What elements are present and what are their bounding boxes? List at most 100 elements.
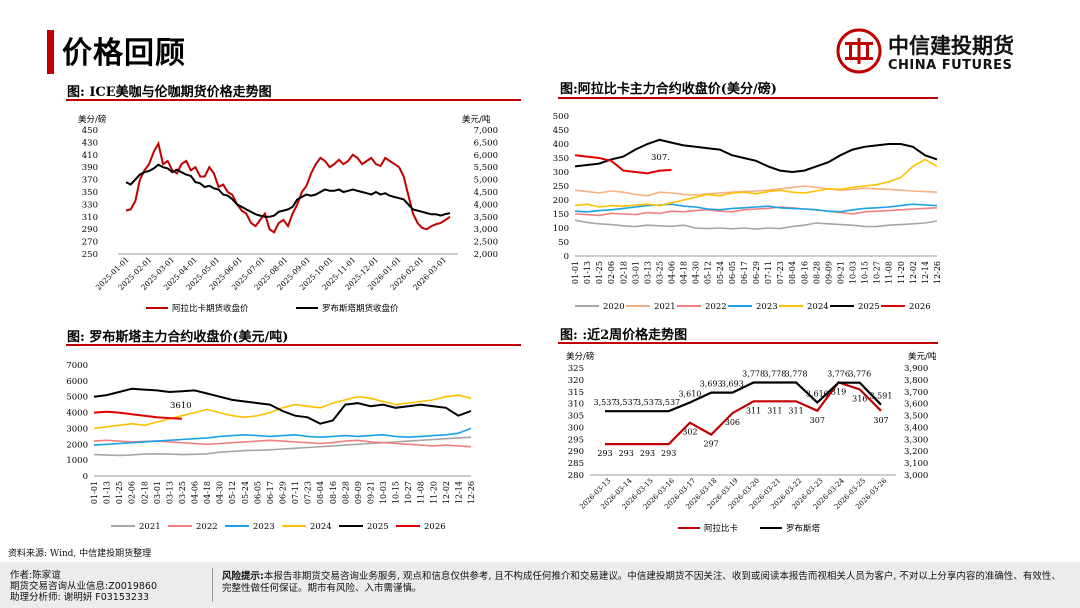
source-note: 资料来源: Wind, 中信建投期货整理 [8,549,152,559]
y-tick: 0 [83,472,88,482]
y-tick-left: 410 [82,151,98,161]
data-label: 3,537 [594,398,617,407]
chart-arabica-seasonal: 0 50 100 150 200 250 300 350 400 450 500 01-01 01-13… [553,112,942,312]
x-tick-label: 03-01 [153,481,162,504]
y-tick: 5000 [66,393,88,403]
legend-label: 2025 [858,302,880,312]
y-tick-left: 290 [568,447,584,457]
panel-divider-2 [558,97,938,99]
y-tick-right: 3,000 [474,225,498,235]
y-tick-left: 350 [82,188,98,198]
y-tick-left: 450 [82,126,98,136]
data-label: 293 [619,449,634,458]
y-tick-left: 300 [568,423,584,433]
x-tick-label: 04-06 [668,261,677,284]
y-tick-left: 250 [82,250,98,260]
x-tick-label: 04-30 [216,481,225,504]
data-label: 3,778 [742,370,765,379]
x-tick-label: 03-13 [643,261,652,284]
x-tick-label: 06-29 [279,481,288,504]
x-tick-label: 08-04 [788,261,797,284]
y-tick-right: 5,500 [474,163,498,173]
y-tick-left: 320 [568,376,584,386]
panel-divider-3 [66,344,521,346]
y-tick-right: 3,900 [904,364,928,374]
y-axis-right-label: 美元/吨 [462,114,491,125]
x-tick-label: 11-08 [885,261,894,284]
x-tick-label: 06-05 [253,481,262,504]
series-line-2020 [574,219,938,230]
y-tick-right: 4,000 [474,200,498,210]
legend-label: 2026 [424,522,446,532]
data-label: 3,537 [657,398,680,407]
y-tick-right: 3,500 [474,213,498,223]
x-tick-label: 01-25 [115,481,124,504]
series-line-2024 [574,158,938,208]
data-label: 3,778 [763,370,786,379]
x-tick-label: 10-15 [392,481,401,504]
x-tick-label: 10-03 [849,261,858,284]
citic-logo-icon [836,28,882,74]
y-axis-right-label: 美元/吨 [908,351,937,362]
y-tick-right: 3,600 [904,400,928,410]
series-line-2021 [93,436,472,457]
x-tick-label: 10-27 [404,481,413,504]
x-tick-label: 04-06 [191,481,200,504]
x-tick-label: 01-01 [90,481,99,504]
brand-name-en: CHINA FUTURES [888,58,1013,73]
x-tick-label: 12-26 [467,481,476,504]
y-tick: 7000 [66,361,88,371]
legend-label: 2022 [705,302,727,312]
y-tick-left: 390 [82,163,98,173]
x-tick-label: 02-06 [128,481,137,504]
y-tick: 450 [553,126,569,136]
y-tick: 300 [553,168,569,178]
x-tick-label: 03-13 [165,481,174,504]
license: 期货交易咨询从业信息:Z0019860 [10,581,158,592]
y-tick: 4000 [66,409,88,419]
series-line-2022 [574,206,938,217]
y-tick-right: 3,500 [904,412,928,422]
x-tick-label: 10-03 [379,481,388,504]
data-label: 3,610 [678,389,701,398]
y-tick: 100 [553,224,569,234]
x-tick-label: 06-05 [728,261,737,284]
data-label: 311 [767,406,782,415]
data-label: 316 [852,394,867,403]
legend-label: 2024 [310,522,332,532]
legend-label: 2025 [367,522,389,532]
x-tick-label: 09-21 [836,261,845,284]
y-tick-right: 2,500 [474,238,498,248]
y-tick-right: 3,000 [904,471,928,481]
series-line-2021 [574,185,938,197]
y-axis-left-label: 美分/磅 [78,114,107,125]
data-label: 293 [597,449,612,458]
x-tick-label: 06-29 [752,261,761,284]
x-tick-label: 02-18 [619,261,628,284]
legend-label: 2022 [196,522,218,532]
x-tick-label: 01-13 [103,481,112,504]
data-label: 3,693 [700,380,723,389]
y-tick-right: 4,500 [474,188,498,198]
series-line-2026 [574,154,672,175]
panel-title-4: 图: :近2周价格走势图 [560,328,688,343]
y-tick: 0 [564,252,569,262]
series-line-1 [125,140,451,234]
data-label: 307 [873,416,888,425]
y-tick: 150 [553,210,569,220]
x-tick-label: 12-26 [933,261,942,284]
data-label: 3,537 [615,398,638,407]
series-line-2026 [93,410,183,420]
y-tick-right: 3,100 [904,459,928,469]
y-tick-right: 3,200 [904,447,928,457]
x-tick-label: 05-12 [704,261,713,284]
data-label: 3,537 [636,398,659,407]
y-tick-right: 3,400 [904,423,928,433]
x-tick-label: 07-11 [764,261,773,284]
legend-label: 阿拉比卡期货收盘价 [172,303,249,314]
series-line-2025 [93,387,472,425]
brand-name-cn: 中信建投期货 [888,34,1014,58]
page-title: 价格回顾 [62,36,186,71]
x-tick-label: 02-06 [607,261,616,284]
